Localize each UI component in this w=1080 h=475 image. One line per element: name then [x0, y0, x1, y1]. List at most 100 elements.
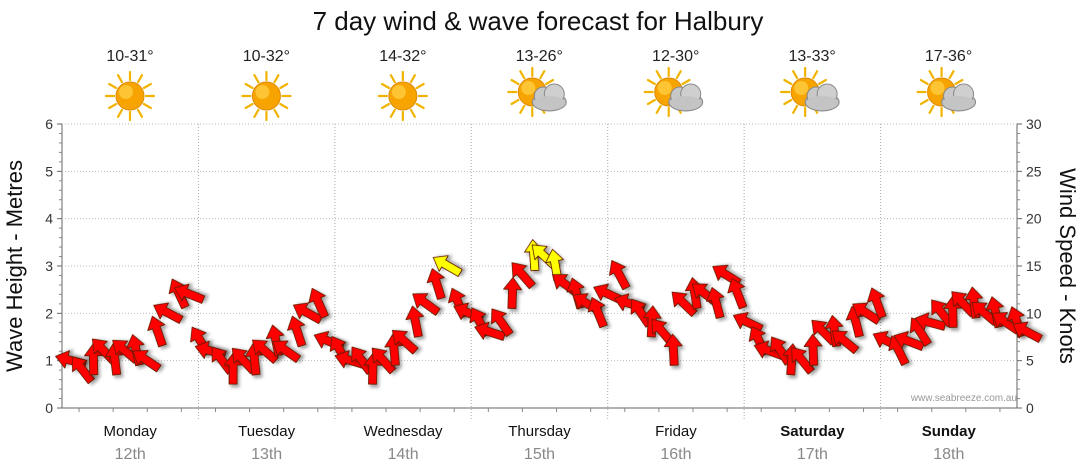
- arrow-shape: [893, 331, 925, 351]
- sun-ray: [108, 82, 118, 90]
- wind-arrow: [663, 333, 683, 366]
- arrow-shape: [173, 283, 206, 304]
- right-tick-label: 10: [1026, 305, 1042, 321]
- sun-highlight: [521, 81, 536, 95]
- arrow-shape: [803, 333, 823, 366]
- wind-arrow: [252, 339, 279, 364]
- wind-arrow: [223, 352, 243, 385]
- wind-arrow: [405, 305, 425, 338]
- sun-ray: [817, 78, 828, 86]
- left-tick-label: 1: [45, 353, 53, 369]
- sun-ray: [380, 82, 391, 90]
- wind-arrow: [511, 262, 536, 290]
- sun-ray: [409, 108, 416, 118]
- sun-ray: [519, 104, 526, 114]
- temperature-range: 14-32°: [379, 48, 426, 65]
- wind-arrow: [609, 260, 631, 291]
- sun-ray: [519, 70, 526, 80]
- sun-highlight: [255, 85, 270, 99]
- partly-cloudy-icon: [780, 66, 840, 118]
- sun-highlight: [391, 85, 406, 99]
- right-axis-title: Wind Speed - Knots: [1055, 168, 1080, 364]
- sun-ray: [675, 70, 682, 80]
- sun-ray: [279, 82, 289, 90]
- sun-ray: [116, 108, 124, 118]
- sun-ray: [919, 78, 929, 86]
- temperature-range: 10-32°: [243, 48, 290, 65]
- wind-arrow: [132, 349, 162, 373]
- sun-ray: [919, 98, 929, 106]
- sun-ray: [792, 104, 799, 114]
- sun-ray: [792, 70, 799, 80]
- sun-ray: [108, 102, 118, 110]
- wind-arrow: [491, 308, 514, 338]
- right-tick-label: 0: [1026, 400, 1034, 416]
- sun-ray: [415, 102, 425, 110]
- temperature-range: 13-33°: [788, 48, 835, 65]
- sunny-icon: [377, 70, 428, 122]
- arrow-shape: [587, 297, 608, 329]
- sun-ray: [783, 78, 793, 86]
- arrow-shape: [914, 312, 947, 331]
- left-tick-label: 4: [45, 211, 53, 227]
- cloud-shape: [668, 83, 704, 112]
- temperature-range: 10-31°: [106, 48, 153, 65]
- wind-arrow: [83, 343, 103, 376]
- arrow-shape: [71, 356, 95, 385]
- arrow-shape: [943, 295, 963, 328]
- day-name-label: Wednesday: [364, 423, 443, 440]
- wind-arrow: [852, 302, 882, 325]
- day-name-label: Friday: [655, 423, 697, 440]
- day-date-label: 13th: [251, 446, 282, 463]
- right-tick-label: 15: [1026, 258, 1042, 274]
- arrow-shape: [223, 352, 243, 385]
- left-tick-label: 0: [45, 400, 53, 416]
- sun-ray: [380, 102, 391, 110]
- arrow-shape: [371, 347, 397, 375]
- x-axis-day-labels: Monday 12th Tuesday 13th Wednesday 14th Thursd…: [104, 423, 977, 463]
- arrow-shape: [852, 302, 882, 325]
- wind-arrow: [503, 276, 523, 309]
- wind-arrow: [732, 312, 764, 333]
- arrow-shape: [663, 333, 683, 366]
- right-tick-label: 20: [1026, 211, 1042, 227]
- wind-arrow: [727, 278, 748, 310]
- sun-ray: [948, 70, 955, 80]
- arrow-shape: [292, 302, 323, 325]
- sunny-icon: [241, 70, 292, 122]
- day-name-label: Tuesday: [238, 423, 295, 440]
- arrow-shape: [426, 268, 446, 300]
- sun-ray: [279, 102, 289, 110]
- arrow-shape: [412, 293, 441, 316]
- right-tick-label: 5: [1026, 353, 1034, 369]
- arrow-shape: [671, 291, 698, 317]
- wind-arrow: [391, 329, 419, 355]
- wind-arrow: [153, 302, 184, 324]
- arrow-shape: [1012, 321, 1043, 343]
- left-tick-label: 5: [45, 163, 53, 179]
- sun-ray: [783, 98, 793, 106]
- sun-ray: [655, 70, 662, 80]
- wind-arrow: [914, 312, 947, 331]
- sun-ray: [928, 70, 935, 80]
- arrow-shape: [511, 262, 536, 290]
- arrow-shape: [866, 287, 887, 319]
- wind-arrow: [943, 295, 963, 328]
- wind-arrow: [363, 352, 383, 385]
- day-name-label: Monday: [104, 423, 158, 440]
- cloud-shape: [804, 83, 840, 112]
- sun-ray: [136, 108, 144, 118]
- arrow-shape: [132, 349, 162, 373]
- wind-arrow: [893, 331, 925, 351]
- sun-ray: [928, 104, 935, 114]
- wind-arrow: [432, 255, 463, 277]
- arrow-shape: [732, 312, 764, 333]
- wind-arrow: [426, 268, 446, 300]
- wind-arrow: [866, 287, 887, 319]
- temperature-range: 12-30°: [652, 48, 699, 65]
- sun-ray: [389, 74, 396, 84]
- partly-cloudy-icon: [643, 66, 704, 118]
- sun-ray: [545, 78, 555, 86]
- day-name-label: Sunday: [922, 423, 977, 440]
